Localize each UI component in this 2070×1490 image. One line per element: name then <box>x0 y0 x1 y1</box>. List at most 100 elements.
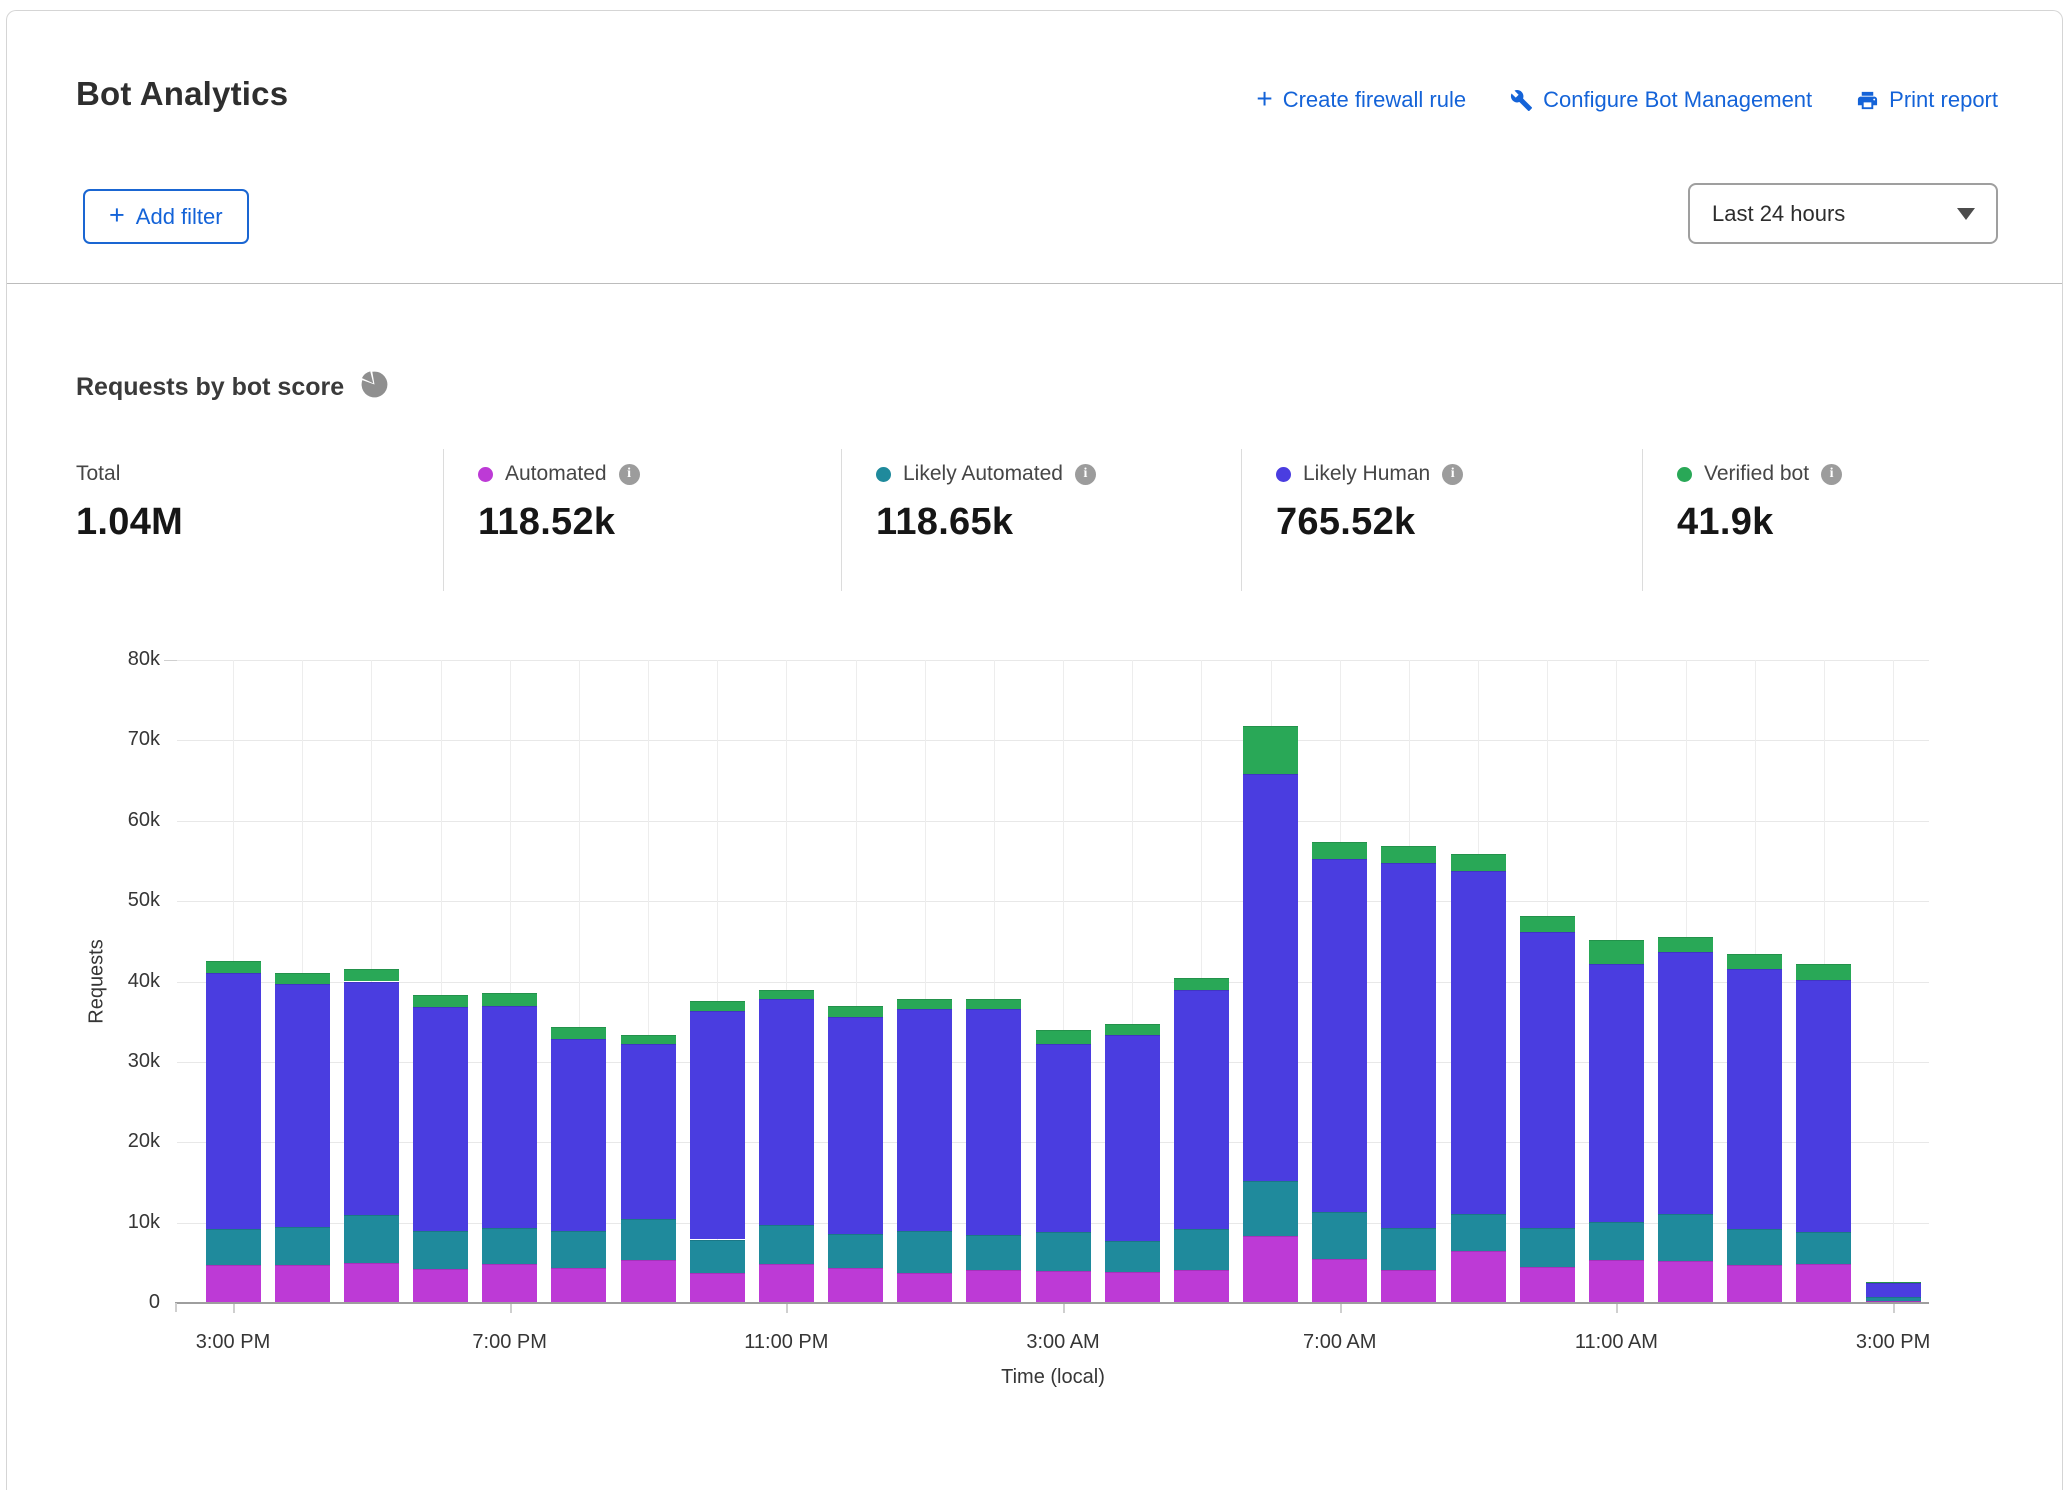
bar-segment-likely-human[interactable] <box>1381 863 1436 1228</box>
bar-segment-automated[interactable] <box>1312 1259 1367 1303</box>
bar-segment-automated[interactable] <box>1036 1271 1091 1303</box>
time-range-select[interactable]: Last 24 hours <box>1688 183 1998 244</box>
bar-segment-verified-bot[interactable] <box>759 990 814 1000</box>
bar-segment-verified-bot[interactable] <box>1105 1024 1160 1034</box>
bar-segment-likely-human[interactable] <box>482 1006 537 1229</box>
bar-segment-verified-bot[interactable] <box>1381 846 1436 863</box>
bar-segment-likely-human[interactable] <box>1796 980 1851 1232</box>
bar-segment-automated[interactable] <box>1520 1267 1575 1303</box>
bar-segment-verified-bot[interactable] <box>828 1006 883 1017</box>
bar-segment-verified-bot[interactable] <box>1727 954 1782 969</box>
bar-segment-likely-automated[interactable] <box>1036 1232 1091 1271</box>
bar-segment-likely-automated[interactable] <box>344 1215 399 1262</box>
bar-segment-likely-automated[interactable] <box>482 1228 537 1264</box>
bar-segment-likely-automated[interactable] <box>551 1231 606 1268</box>
bar-segment-likely-human[interactable] <box>1451 871 1506 1214</box>
bar-segment-likely-automated[interactable] <box>1589 1222 1644 1261</box>
bar-segment-likely-human[interactable] <box>1243 774 1298 1181</box>
bar-segment-likely-human[interactable] <box>621 1044 676 1219</box>
bar-segment-automated[interactable] <box>1727 1265 1782 1303</box>
bar-segment-verified-bot[interactable] <box>1520 916 1575 933</box>
bar-segment-automated[interactable] <box>828 1268 883 1303</box>
bar-segment-automated[interactable] <box>897 1273 952 1303</box>
bar-segment-likely-automated[interactable] <box>828 1234 883 1269</box>
bar-segment-verified-bot[interactable] <box>1451 854 1506 871</box>
bar-segment-likely-human[interactable] <box>206 973 261 1229</box>
bar-segment-automated[interactable] <box>690 1273 745 1303</box>
bar-segment-likely-automated[interactable] <box>1866 1297 1921 1300</box>
bar-segment-likely-automated[interactable] <box>1520 1228 1575 1267</box>
bar-segment-likely-human[interactable] <box>1105 1035 1160 1242</box>
bar-segment-likely-human[interactable] <box>413 1007 468 1231</box>
bar-segment-likely-human[interactable] <box>1866 1283 1921 1297</box>
info-icon[interactable]: i <box>1821 464 1842 485</box>
bar-segment-likely-human[interactable] <box>1520 932 1575 1228</box>
bar-segment-likely-automated[interactable] <box>1243 1181 1298 1236</box>
bar-segment-likely-automated[interactable] <box>1451 1214 1506 1251</box>
bar-segment-automated[interactable] <box>1589 1260 1644 1303</box>
bar-segment-verified-bot[interactable] <box>344 969 399 982</box>
bar-segment-likely-automated[interactable] <box>759 1225 814 1264</box>
bar-segment-likely-automated[interactable] <box>1381 1228 1436 1270</box>
bar-segment-verified-bot[interactable] <box>1796 964 1851 980</box>
bar-segment-verified-bot[interactable] <box>1658 937 1713 951</box>
bar-segment-likely-human[interactable] <box>690 1011 745 1239</box>
bar-segment-verified-bot[interactable] <box>275 973 330 984</box>
bar-segment-automated[interactable] <box>1243 1236 1298 1303</box>
bar-segment-automated[interactable] <box>275 1265 330 1303</box>
bar-segment-verified-bot[interactable] <box>1036 1030 1091 1044</box>
bar-segment-verified-bot[interactable] <box>621 1035 676 1045</box>
bar-segment-automated[interactable] <box>344 1263 399 1303</box>
add-filter-button[interactable]: + Add filter <box>83 189 249 244</box>
bar-segment-likely-automated[interactable] <box>275 1227 330 1265</box>
bar-segment-automated[interactable] <box>1105 1272 1160 1303</box>
bar-segment-likely-automated[interactable] <box>1105 1241 1160 1272</box>
bar-segment-automated[interactable] <box>1796 1264 1851 1303</box>
bar-segment-verified-bot[interactable] <box>897 999 952 1009</box>
bar-segment-likely-human[interactable] <box>1174 990 1229 1230</box>
info-icon[interactable]: i <box>619 464 640 485</box>
bar-segment-likely-human[interactable] <box>759 999 814 1225</box>
bar-segment-automated[interactable] <box>413 1269 468 1303</box>
bar-segment-automated[interactable] <box>1658 1261 1713 1303</box>
bar-segment-verified-bot[interactable] <box>1312 842 1367 859</box>
bar-segment-likely-automated[interactable] <box>413 1231 468 1269</box>
bar-segment-likely-automated[interactable] <box>621 1219 676 1260</box>
bar-segment-verified-bot[interactable] <box>1866 1282 1921 1283</box>
bar-segment-likely-human[interactable] <box>1036 1044 1091 1232</box>
configure-bot-management-link[interactable]: Configure Bot Management <box>1510 87 1812 113</box>
bar-segment-verified-bot[interactable] <box>482 993 537 1006</box>
bar-segment-likely-automated[interactable] <box>1312 1212 1367 1259</box>
print-report-link[interactable]: Print report <box>1856 87 1998 113</box>
bar-segment-likely-human[interactable] <box>275 984 330 1228</box>
bar-segment-automated[interactable] <box>551 1268 606 1303</box>
bar-segment-likely-human[interactable] <box>1589 964 1644 1222</box>
bar-segment-likely-human[interactable] <box>897 1009 952 1232</box>
bar-segment-automated[interactable] <box>621 1260 676 1303</box>
bar-segment-likely-human[interactable] <box>966 1009 1021 1236</box>
bar-segment-automated[interactable] <box>1174 1270 1229 1303</box>
bar-segment-likely-human[interactable] <box>1312 859 1367 1212</box>
bar-segment-automated[interactable] <box>966 1270 1021 1303</box>
bar-segment-automated[interactable] <box>482 1264 537 1303</box>
bar-segment-likely-automated[interactable] <box>206 1229 261 1265</box>
bar-segment-automated[interactable] <box>1381 1270 1436 1303</box>
bar-segment-likely-human[interactable] <box>1727 969 1782 1229</box>
info-icon[interactable]: i <box>1075 464 1096 485</box>
bar-segment-verified-bot[interactable] <box>551 1027 606 1038</box>
bar-segment-likely-human[interactable] <box>1658 952 1713 1214</box>
bar-segment-automated[interactable] <box>206 1265 261 1303</box>
bar-segment-verified-bot[interactable] <box>413 995 468 1007</box>
bar-segment-verified-bot[interactable] <box>1243 726 1298 774</box>
bar-segment-likely-human[interactable] <box>344 982 399 1216</box>
bar-segment-verified-bot[interactable] <box>1589 940 1644 964</box>
bar-segment-likely-human[interactable] <box>551 1039 606 1232</box>
bar-segment-likely-automated[interactable] <box>966 1235 1021 1270</box>
bar-segment-automated[interactable] <box>759 1264 814 1303</box>
bar-segment-likely-automated[interactable] <box>1727 1229 1782 1265</box>
bar-segment-verified-bot[interactable] <box>690 1001 745 1011</box>
bar-segment-likely-automated[interactable] <box>1174 1229 1229 1270</box>
bar-segment-likely-automated[interactable] <box>1658 1214 1713 1261</box>
bar-segment-likely-automated[interactable] <box>690 1240 745 1274</box>
bar-segment-verified-bot[interactable] <box>966 999 1021 1009</box>
